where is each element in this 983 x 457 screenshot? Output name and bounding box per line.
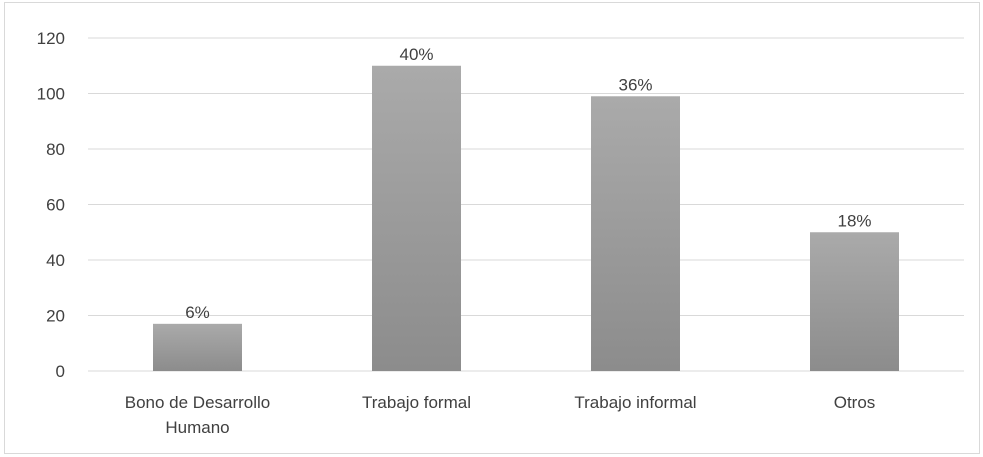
bar	[591, 96, 680, 372]
y-tick-label: 0	[56, 362, 65, 381]
y-tick-label: 60	[46, 196, 65, 215]
chart-frame: 6% 40% 36% 18% 0 20 40 60 80 100 120 Bono de Desa…	[4, 2, 980, 454]
data-labels: 6% 40% 36% 18%	[185, 45, 871, 322]
y-tick-label: 100	[37, 85, 65, 104]
y-axis-ticks: 0 20 40 60 80 100 120	[37, 29, 65, 381]
gridlines	[88, 37, 964, 372]
bar	[153, 323, 242, 371]
data-label: 36%	[618, 75, 652, 94]
data-label: 40%	[399, 45, 433, 64]
data-label: 18%	[837, 211, 871, 230]
data-label: 6%	[185, 303, 210, 322]
x-tick-label: Trabajo informal	[574, 393, 696, 412]
y-tick-label: 80	[46, 140, 65, 159]
bar	[810, 232, 899, 371]
x-tick-label: Bono de Desarrollo	[125, 393, 271, 412]
x-tick-label: Humano	[165, 418, 229, 437]
bar-chart: 6% 40% 36% 18% 0 20 40 60 80 100 120 Bono de Desa…	[37, 29, 964, 437]
bars	[153, 65, 899, 372]
x-tick-label: Trabajo formal	[362, 393, 471, 412]
y-tick-label: 40	[46, 251, 65, 270]
x-tick-label: Otros	[834, 393, 876, 412]
bar	[372, 65, 461, 371]
y-tick-label: 120	[37, 29, 65, 48]
y-tick-label: 20	[46, 307, 65, 326]
x-axis-ticks: Bono de Desarrollo Humano Trabajo formal Tr…	[125, 393, 876, 437]
